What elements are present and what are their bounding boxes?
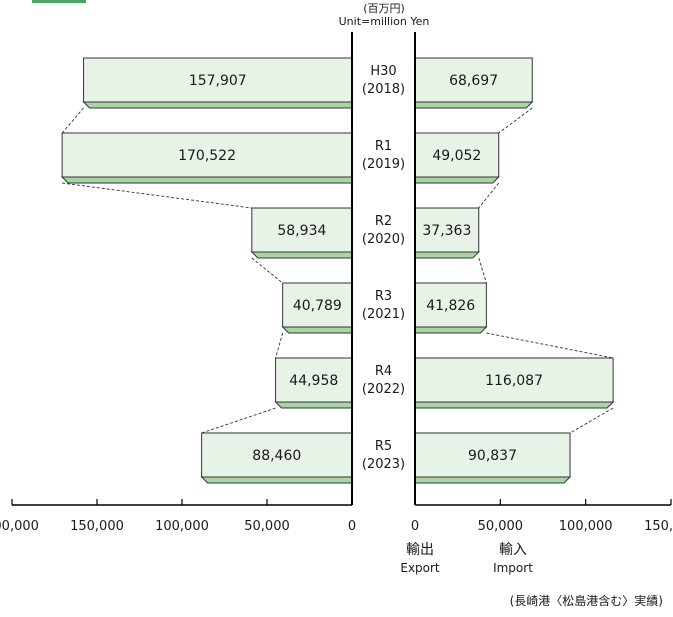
export-value-label: 44,958 [289,373,338,389]
import-bar [414,132,500,178]
corner-tab [32,0,86,3]
import-tick-label: 150,000 [644,519,673,534]
export-tick-label: 50,000 [244,519,290,534]
unit-label-ja: (百万円) [363,2,405,15]
category-year-label: (2020) [362,232,405,247]
import-bar [414,207,480,253]
import-value-label: 49,052 [432,148,481,164]
export-axis-title: 輸出 [406,542,434,558]
category-era-label: R2 [375,214,392,229]
export-bar-base [200,476,353,484]
export-value-label: 88,460 [252,448,301,464]
import-connector-line [478,257,487,284]
export-bar-base [250,251,353,259]
export-bar-base [60,176,353,184]
export-value-label: 40,789 [293,298,342,314]
export-connector-line [251,257,283,284]
category-year-label: (2021) [362,307,405,322]
import-connector-line [478,182,500,209]
export-bar-base [281,326,353,334]
export-tick-label: 150,000 [70,519,124,534]
import-value-label: 68,697 [449,73,498,89]
export-connector-line [201,407,276,434]
import-bar [414,282,487,328]
import-axis-title: 輸入 [499,542,527,558]
export-bar [275,357,353,403]
import-connector-line [486,332,614,359]
category-era-label: R5 [375,439,392,454]
import-value-label: 37,363 [422,223,471,239]
category-era-label: R3 [375,289,392,304]
export-bar-base [82,101,353,109]
import-bar-base [414,101,534,109]
category-era-label: R1 [375,139,392,154]
category-year-label: (2023) [362,457,405,472]
import-connector-line [569,407,614,434]
category-era-label: H30 [370,64,396,79]
export-bar [83,57,353,103]
export-value-label: 58,934 [277,223,326,239]
import-value-label: 116,087 [485,373,543,389]
import-bar [414,357,614,403]
import-connector-line [498,107,533,134]
category-era-label: R4 [375,364,392,379]
import-bar-base [414,401,615,409]
export-connector-line [275,332,284,359]
category-year-label: (2018) [362,82,405,97]
export-value-label: 170,522 [178,148,236,164]
category-year-label: (2022) [362,382,405,397]
import-axis-subtitle: Import [493,561,533,575]
export-connector-line [62,182,252,209]
export-bar [61,132,353,178]
category-year-label: (2019) [362,157,405,172]
import-value-label: 41,826 [426,298,475,314]
export-value-label: 157,907 [189,73,247,89]
export-tick-label: 200,000 [0,519,39,534]
export-connector-line [61,107,84,134]
export-axis-subtitle: Export [400,561,440,575]
import-bar-base [414,251,480,259]
import-value-label: 90,837 [468,448,517,464]
export-bar [282,282,353,328]
import-tick-label: 50,000 [478,519,524,534]
import-bar-base [414,476,572,484]
unit-label-en: Unit=million Yen [338,15,430,28]
export-bar-base [274,401,353,409]
import-bar-base [414,176,500,184]
export-tick-label: 0 [348,519,356,534]
import-tick-label: 100,000 [559,519,613,534]
export-tick-label: 100,000 [155,519,209,534]
import-tick-label: 0 [411,519,419,534]
import-bar [414,432,571,478]
source-note: (長崎港〈松島港含む〉実績) [509,594,663,608]
import-bar-base [414,326,488,334]
